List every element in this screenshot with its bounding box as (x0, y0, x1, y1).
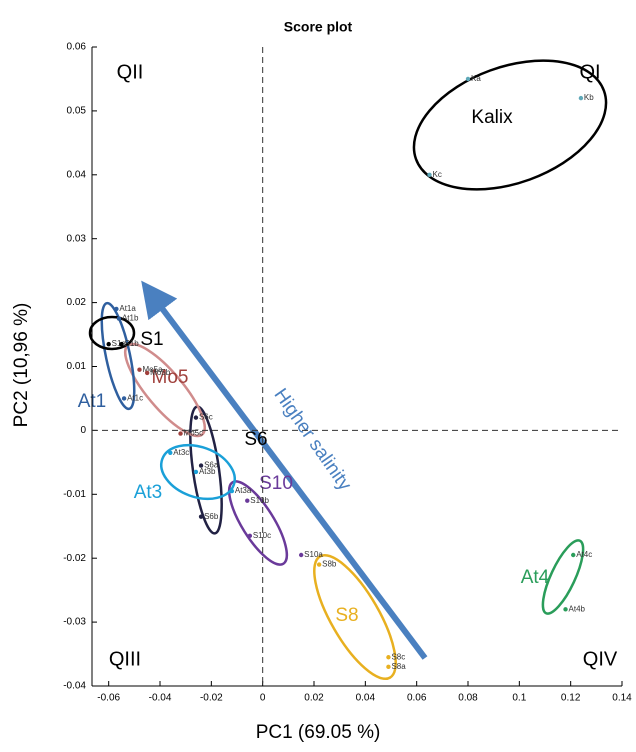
point (198, 463, 204, 468)
x-tick-label: 0.04 (356, 693, 376, 704)
point (119, 341, 124, 347)
group-ellipse (100, 301, 136, 411)
point (144, 370, 150, 376)
point-label: S8c (391, 652, 405, 661)
x-tick-label: 0 (260, 693, 266, 704)
x-tick-label: 0.12 (561, 693, 581, 704)
y-tick-label: 0.03 (67, 233, 87, 244)
point (386, 664, 391, 670)
y-tick-label: 0.01 (67, 361, 87, 372)
quadrant-label: QIV (583, 648, 618, 670)
point (229, 488, 235, 494)
point (114, 306, 119, 312)
chart-title: Score plot (284, 19, 353, 35)
point (563, 607, 568, 612)
point (386, 655, 391, 660)
point (168, 450, 173, 455)
group-ellipse (412, 59, 608, 191)
point-label: S1a (112, 339, 127, 348)
point-label: At4b (569, 604, 586, 613)
point-label: Mo5c (184, 429, 204, 438)
group-ellipse (227, 480, 289, 566)
y-tick-label: -0.02 (63, 553, 86, 564)
point-label: At1a (119, 304, 136, 313)
point (198, 514, 204, 519)
group-ellipse (541, 539, 585, 615)
y-tick-label: 0.02 (67, 297, 87, 308)
point (578, 95, 584, 101)
point (247, 533, 253, 539)
point (427, 172, 432, 177)
point-label: At3a (235, 486, 252, 495)
x-tick-label: 0.06 (407, 693, 427, 704)
point (245, 498, 250, 503)
group-ellipse (313, 553, 397, 681)
point (178, 431, 183, 436)
quadrant-label: QIII (109, 648, 141, 670)
y-tick-label: 0.04 (67, 169, 87, 180)
group-ellipses (88, 59, 608, 681)
y-tick-label: 0.06 (67, 42, 87, 53)
point-label: S8a (391, 662, 406, 671)
quadrant-label: QI (579, 61, 600, 83)
point (465, 76, 471, 82)
y-tick-label: -0.04 (63, 681, 86, 692)
point (137, 367, 142, 372)
point-label: S6c (199, 413, 213, 422)
group-label: S1 (140, 329, 163, 350)
point (106, 341, 111, 347)
group-label: S10 (259, 473, 293, 494)
point-label: Mo5b (150, 368, 171, 377)
quadrant-label: QII (117, 61, 144, 83)
point-label: S6b (204, 512, 219, 521)
y-axis-label: PC2 (10,96 %) (11, 303, 32, 428)
point-label: S10a (304, 550, 323, 559)
x-axis-label: PC1 (69.05 %) (256, 722, 381, 743)
y-tick-label: 0.05 (67, 106, 87, 117)
point (316, 562, 322, 567)
point-label: Kc (433, 170, 442, 179)
group-ellipse (88, 315, 136, 351)
point (298, 552, 304, 558)
point-label: At3c (173, 448, 189, 457)
y-tick-label: -0.03 (63, 617, 86, 628)
salinity-arrow (141, 280, 428, 660)
x-tick-label: -0.02 (200, 693, 223, 704)
y-tick-label: 0 (80, 425, 86, 436)
x-tick-label: -0.04 (149, 693, 172, 704)
x-tick-label: 0.1 (512, 693, 526, 704)
x-tick-label: 0.02 (304, 693, 324, 704)
point-label: Mo5a (142, 365, 163, 374)
point-label: At4c (576, 550, 592, 559)
group-label: At3 (134, 482, 163, 503)
point-label: S10b (250, 496, 269, 505)
group-label: S8 (335, 605, 358, 626)
point (571, 552, 576, 558)
point-label: At1c (127, 394, 143, 403)
x-tick-label: 0.08 (458, 693, 478, 704)
group-label: Mo5 (152, 367, 189, 388)
group-ellipse (160, 443, 236, 501)
point-label: S1b (125, 339, 140, 348)
point (193, 469, 199, 475)
x-tick-label: 0.14 (612, 693, 632, 704)
point-label: S10c (253, 531, 271, 540)
y-tick-label: -0.01 (63, 489, 86, 500)
point (121, 396, 127, 401)
point-label: At1b (122, 314, 139, 323)
point-label: Ka (471, 74, 481, 83)
point-label: S6a (204, 461, 219, 470)
point-label: At3b (199, 467, 216, 476)
point-label: Kb (584, 93, 594, 102)
x-tick-label: -0.06 (97, 693, 120, 704)
group-label: At4 (521, 567, 550, 588)
group-label: Kalix (471, 107, 513, 128)
point-label: S8b (322, 560, 337, 569)
group-label: S6 (244, 429, 267, 450)
point (116, 316, 122, 321)
point (193, 415, 199, 420)
